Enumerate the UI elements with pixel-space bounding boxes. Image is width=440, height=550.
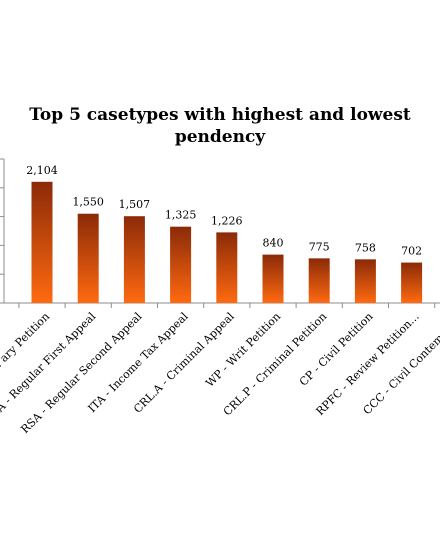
data-label: 2,104 [26, 164, 58, 177]
bar [31, 181, 53, 303]
bar [170, 226, 192, 303]
data-label: 1,507 [119, 198, 151, 211]
bar [354, 259, 376, 303]
bar [308, 258, 330, 303]
bar [262, 254, 284, 303]
data-label: 1,325 [165, 209, 197, 222]
bar [216, 232, 238, 303]
bar [77, 213, 99, 303]
data-label: 758 [355, 241, 376, 254]
data-label: 1,550 [72, 196, 104, 209]
chart-title: Top 5 casetypes with highest and lowest … [29, 105, 411, 147]
data-label: 775 [309, 240, 330, 253]
data-label: 702 [401, 245, 422, 258]
bar [123, 216, 145, 303]
data-label: 840 [263, 237, 284, 250]
bar [401, 262, 423, 303]
data-label: 1,226 [211, 214, 243, 227]
